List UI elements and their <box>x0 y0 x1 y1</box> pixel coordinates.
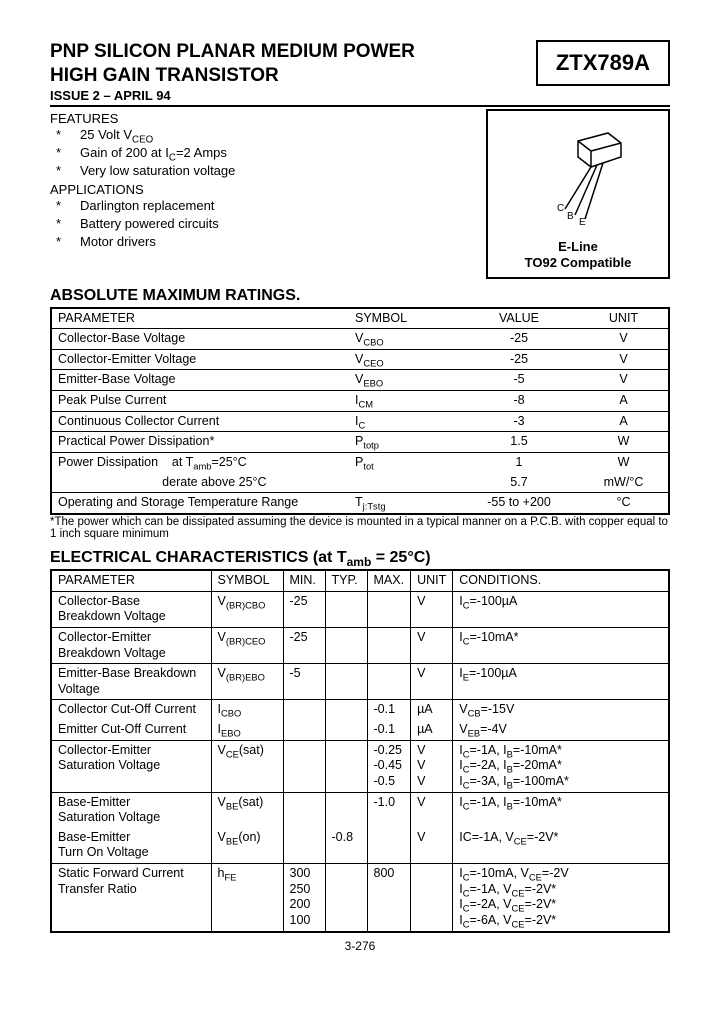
svg-text:C: C <box>557 203 564 214</box>
table-row: Emitter-Base Breakdown VoltageV(BR)EBO-5… <box>51 664 669 700</box>
table-row: Collector-Base Breakdown VoltageV(BR)CBO… <box>51 591 669 627</box>
package-label-1: E-Line <box>525 239 632 255</box>
list-item: *25 Volt VCEO <box>56 126 474 144</box>
main-title-line2: HIGH GAIN TRANSISTOR <box>50 64 526 88</box>
package-icon: C B E <box>523 117 633 240</box>
table-row: Continuous Collector CurrentIC-3A <box>51 411 669 432</box>
list-item: *Motor drivers <box>56 233 474 251</box>
table-row: Collector-Base VoltageVCBO-25V <box>51 329 669 350</box>
table-row: Base-EmitterSaturation VoltageVBE(sat)-1… <box>51 792 669 828</box>
features-list: *25 Volt VCEO*Gain of 200 at IC=2 Amps*V… <box>50 126 474 181</box>
features-column: FEATURES *25 Volt VCEO*Gain of 200 at IC… <box>50 109 474 279</box>
table-row: Power Dissipation at Tamb=25°CPtot1W <box>51 452 669 472</box>
table-row: Operating and Storage Temperature RangeT… <box>51 493 669 514</box>
svg-text:E: E <box>579 217 586 228</box>
table-row: Peak Pulse CurrentICM-8A <box>51 391 669 412</box>
title-block: PNP SILICON PLANAR MEDIUM POWER HIGH GAI… <box>50 40 526 88</box>
table-row: Collector-Emitter Saturation VoltageVCE(… <box>51 740 669 792</box>
features-heading: FEATURES <box>50 111 474 126</box>
applications-heading: APPLICATIONS <box>50 182 474 197</box>
amr-title: ABSOLUTE MAXIMUM RATINGS. <box>50 287 670 305</box>
part-number-box: ZTX789A <box>536 40 670 86</box>
main-title-line1: PNP SILICON PLANAR MEDIUM POWER <box>50 40 526 64</box>
list-item: *Very low saturation voltage <box>56 162 474 180</box>
header: PNP SILICON PLANAR MEDIUM POWER HIGH GAI… <box>50 40 670 88</box>
table-row: Emitter Cut-Off CurrentIEBO-0.1µAVEB=-4V <box>51 720 669 740</box>
table-row: Static Forward Current Transfer RatiohFE… <box>51 864 669 932</box>
table-row: Practical Power Dissipation*Ptotp1.5W <box>51 432 669 453</box>
table-row: Base-EmitterTurn On VoltageVBE(on)-0.8VI… <box>51 828 669 864</box>
amr-table: PARAMETERSYMBOLVALUEUNITCollector-Base V… <box>50 307 670 515</box>
ec-table: PARAMETERSYMBOLMIN.TYP.MAX.UNITCONDITION… <box>50 569 670 933</box>
ec-title: ELECTRICAL CHARACTERISTICS (at Tamb = 25… <box>50 549 670 567</box>
applications-list: *Darlington replacement*Battery powered … <box>50 197 474 252</box>
table-row: derate above 25°C5.7mW/°C <box>51 473 669 493</box>
table-row: Collector Cut-Off CurrentICBO-0.1µAVCB=-… <box>51 700 669 720</box>
top-section: FEATURES *25 Volt VCEO*Gain of 200 at IC… <box>50 109 670 279</box>
list-item: *Battery powered circuits <box>56 215 474 233</box>
table-row: Collector-Emitter VoltageVCEO-25V <box>51 349 669 370</box>
package-label-2: TO92 Compatible <box>525 255 632 271</box>
amr-footnote: *The power which can be dissipated assum… <box>50 516 670 541</box>
issue-line: ISSUE 2 – APRIL 94 <box>50 88 670 107</box>
page-number: 3-276 <box>50 939 670 953</box>
list-item: *Darlington replacement <box>56 197 474 215</box>
package-box: C B E E-Line TO92 Compatible <box>486 109 670 279</box>
table-row: Emitter-Base VoltageVEBO-5V <box>51 370 669 391</box>
list-item: *Gain of 200 at IC=2 Amps <box>56 144 474 162</box>
svg-text:B: B <box>567 211 574 222</box>
table-row: Collector-Emitter Breakdown VoltageV(BR)… <box>51 627 669 663</box>
